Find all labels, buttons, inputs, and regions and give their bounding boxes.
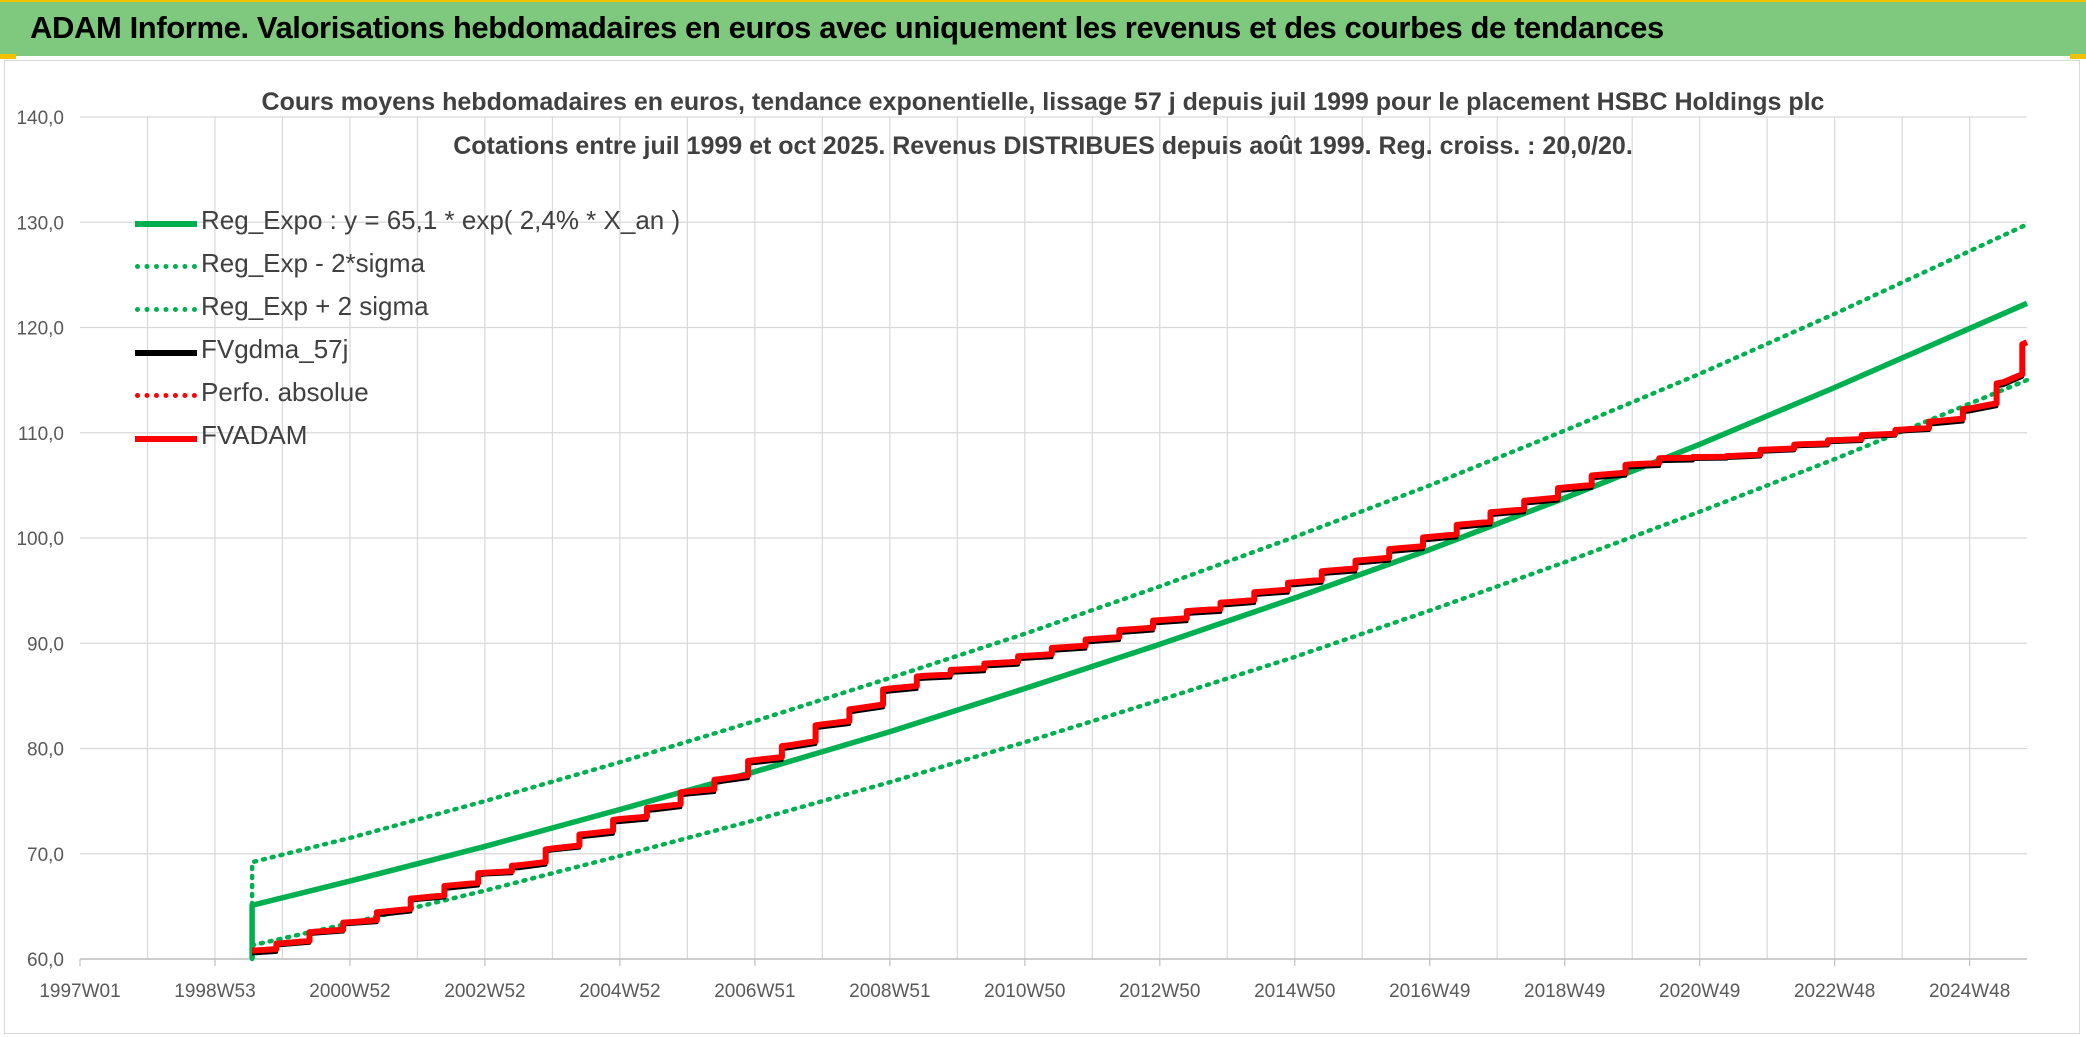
x-tick-label: 2006W51: [714, 981, 795, 1002]
chart-title-line-1: Cours moyens hebdomadaires en euros, ten…: [261, 88, 1825, 116]
x-tick-label: 2004W52: [579, 981, 660, 1002]
legend-label: Reg_Exp + 2 sigma: [201, 291, 429, 321]
y-tick-label: 100,0: [16, 529, 64, 550]
legend-label: Perfo. absolue: [201, 377, 369, 407]
x-tick-label: 1998W53: [174, 981, 255, 1002]
report-title: ADAM Informe. Valorisations hebdomadaire…: [30, 10, 1664, 45]
corner-mark-right: [2070, 54, 2086, 59]
legend-swatch: [135, 221, 197, 227]
x-tick-label: 2022W48: [1794, 981, 1875, 1002]
reg-exp-minus-2sigma-line: [249, 377, 2030, 948]
x-tick-label: 2012W50: [1119, 981, 1200, 1002]
chart-frame: [4, 60, 2080, 1034]
reg-exp-plus-2sigma-line: [249, 222, 2030, 962]
y-tick-label: 80,0: [27, 740, 64, 761]
y-tick-label: 90,0: [27, 634, 64, 655]
x-tick-label: 2020W49: [1659, 981, 1740, 1002]
y-tick-label: 110,0: [18, 424, 64, 445]
legend-swatch: [135, 393, 197, 398]
x-tick-label: 2010W50: [984, 981, 1065, 1002]
x-tick-label: 2008W51: [849, 981, 930, 1002]
y-tick-label: 60,0: [27, 950, 64, 971]
y-tick-label: 120,0: [16, 319, 64, 340]
legend-label: Reg_Expo : y = 65,1 * exp( 2,4% * X_an ): [201, 205, 681, 235]
y-tick-label: 140,0: [16, 108, 64, 129]
y-tick-label: 70,0: [27, 845, 64, 866]
legend-swatch: [135, 350, 197, 356]
x-tick-label: 2000W52: [309, 981, 390, 1002]
y-tick-label: 130,0: [16, 213, 64, 234]
x-tick-label: 2002W52: [444, 981, 525, 1002]
fvadam-line: [251, 339, 2029, 954]
legend-label: FVADAM: [201, 420, 308, 450]
chart-title-line-2: Cotations entre juil 1999 et oct 2025. R…: [453, 132, 1633, 160]
x-tick-label: 1997W01: [39, 981, 120, 1002]
x-tick-label: 2018W49: [1524, 981, 1605, 1002]
x-tick-label: 2024W48: [1929, 981, 2010, 1002]
legend-swatch: [135, 264, 197, 269]
legend-label: FVgdma_57j: [201, 334, 349, 364]
legend-swatch: [135, 436, 197, 442]
x-tick-label: 2014W50: [1254, 981, 1335, 1002]
corner-mark-left: [0, 54, 16, 59]
legend-swatch: [135, 307, 197, 312]
legend-label: Reg_Exp - 2*sigma: [201, 248, 425, 278]
x-tick-label: 2016W49: [1389, 981, 1470, 1002]
report-header-bar: ADAM Informe. Valorisations hebdomadaire…: [0, 0, 2086, 56]
